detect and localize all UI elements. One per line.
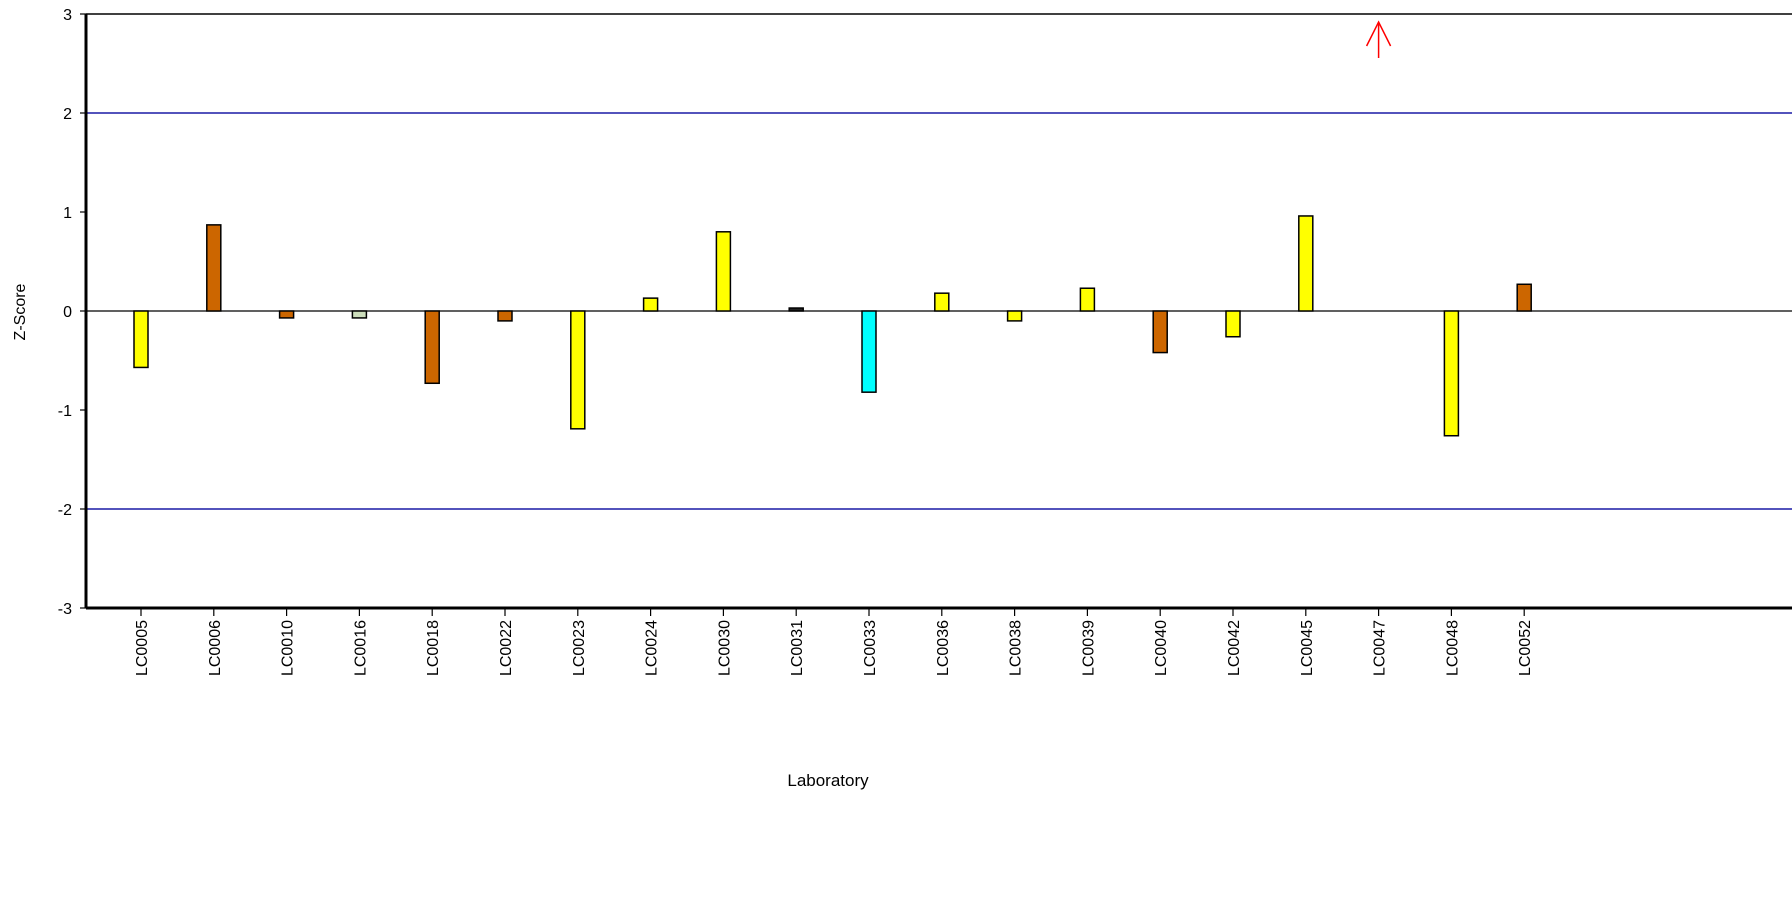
y-tick-label: 0 [63,304,72,321]
x-tick-label: LC0016 [352,620,369,676]
bar-lc0040 [1152,310,1168,354]
x-tick-label: LC0052 [1517,620,1534,676]
bar-lc0018 [424,310,440,385]
bar-lc0048 [1443,310,1460,437]
bar-lc0042 [1225,310,1241,338]
bar-lc0024 [642,297,659,312]
y-tick-label: 2 [63,106,72,123]
bar-lc0010 [278,310,295,319]
x-tick-label: LC0047 [1372,620,1389,676]
y-axis-title: Z-Score [12,283,29,340]
x-axis-title: Laboratory [787,771,869,790]
x-tick-label: LC0036 [935,620,952,676]
bar-lc0023 [570,310,586,430]
bar-lc0036 [934,292,950,312]
x-tick-label: LC0042 [1226,620,1243,676]
x-tick-label: LC0006 [207,620,224,676]
x-tick-label: LC0024 [644,620,661,676]
bar-lc0006 [206,224,222,312]
y-tick-label: -1 [58,403,72,420]
bar-lc0031 [788,307,804,312]
x-tick-label: LC0018 [425,620,442,676]
x-tick-label: LC0033 [862,620,879,676]
bar-lc0039 [1079,287,1096,312]
bar-lc0030 [715,231,732,312]
bar-lc0038 [1006,310,1023,322]
x-tick-label: LC0031 [789,620,806,676]
x-tick-label: LC0022 [498,620,515,676]
bar-lc0005 [133,310,149,369]
x-tick-label: LC0040 [1153,620,1170,676]
x-tick-label: LC0048 [1444,620,1461,676]
off-scale-arrow-icon [1365,20,1392,58]
bar-lc0052 [1516,283,1532,312]
y-tick-label: 3 [63,7,72,24]
bar-lc0016 [351,310,368,319]
bar-lc0022 [497,310,513,322]
x-tick-label: LC0045 [1299,620,1316,676]
y-tick-label: -2 [58,502,72,519]
x-tick-label: LC0005 [134,620,151,676]
bar-lc0033 [861,310,877,393]
x-tick-label: LC0010 [280,620,297,676]
y-tick-label: -3 [58,601,72,618]
x-tick-label: LC0038 [1008,620,1025,676]
x-tick-label: LC0023 [571,620,588,676]
x-tick-label: LC0039 [1080,620,1097,676]
bar-lc0045 [1298,215,1314,312]
x-tick-label: LC0030 [716,620,733,676]
y-tick-label: 1 [63,205,72,222]
